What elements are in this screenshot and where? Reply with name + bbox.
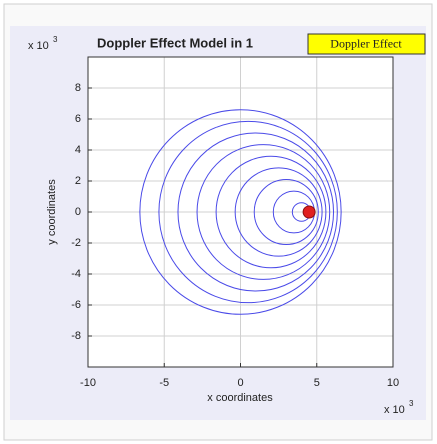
wave-front [177, 132, 335, 292]
y-tick-label: -4 [71, 268, 81, 280]
y-multiplier-base: x 10 [28, 40, 49, 52]
legend-label: Doppler Effect [330, 36, 402, 50]
y-tick-label: 6 [75, 113, 81, 125]
y-tick-label: 2 [75, 175, 81, 187]
wave-front [196, 144, 331, 280]
y-multiplier-exponent: 3 [53, 35, 58, 44]
y-tick-label: 0 [75, 206, 81, 218]
chart-title: Doppler Effect Model in 1 [97, 35, 253, 50]
x-multiplier-exponent: 3 [409, 399, 414, 408]
y-tick-label: 8 [75, 82, 81, 94]
y-tick-label: -6 [71, 299, 81, 311]
wave-front [139, 109, 342, 315]
x-tick-label: -5 [159, 377, 169, 389]
wave-front [215, 155, 327, 269]
x-tick-label: 10 [387, 377, 399, 389]
y-tick-label: -8 [71, 330, 81, 342]
x-tick-label: 0 [237, 377, 243, 389]
x-multiplier-base: x 10 [384, 404, 405, 416]
x-axis-label: x coordinates [207, 392, 273, 404]
wave-front [158, 120, 338, 304]
axes-box [87, 56, 394, 368]
y-axis-label: y coordinates [46, 179, 58, 245]
source-marker [302, 205, 316, 219]
x-tick-label: 5 [314, 377, 320, 389]
legend-box [307, 33, 426, 55]
wave-front [234, 167, 323, 257]
y-tick-label: 4 [75, 144, 81, 156]
wave-front [253, 178, 319, 246]
y-tick-label: -2 [71, 237, 81, 249]
x-tick-label: -10 [80, 377, 96, 389]
